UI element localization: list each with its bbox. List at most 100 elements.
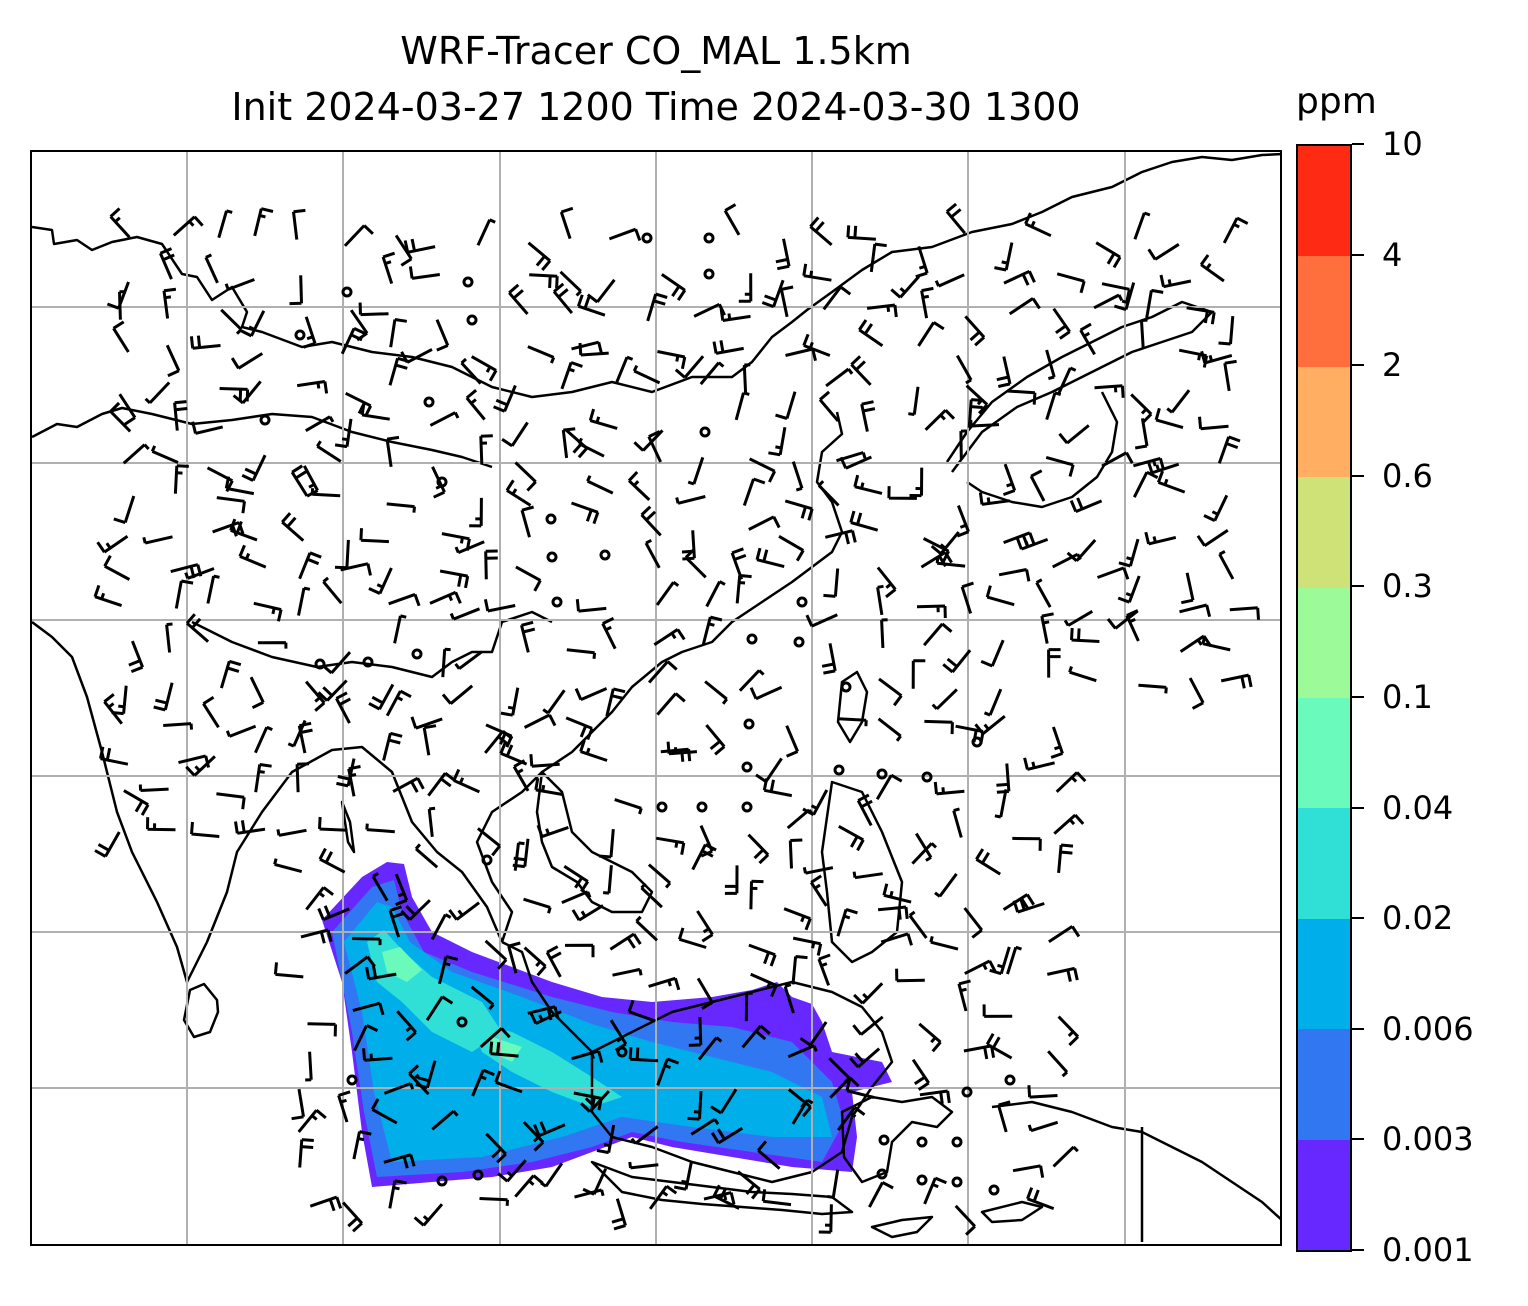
- wind-barb: [985, 1033, 1013, 1060]
- wind-barb: [94, 831, 121, 858]
- wind-barb: [701, 615, 723, 645]
- wind-barb: [1200, 350, 1233, 365]
- wind-barb: [191, 421, 224, 435]
- wind-barb: [1052, 552, 1082, 569]
- wind-barb: [852, 1015, 884, 1036]
- wind-barb: [635, 915, 659, 942]
- wind-barb: [1220, 673, 1253, 689]
- wind-barb: [229, 518, 258, 542]
- wind-barb: [219, 659, 242, 689]
- wind-barb: [249, 676, 265, 710]
- wind-barb: [755, 547, 785, 569]
- wind-barb: [1095, 241, 1122, 269]
- wind-barb: [470, 985, 495, 1011]
- wind-barb: [470, 355, 498, 382]
- wind-barb: [360, 402, 390, 421]
- wind-barb: [960, 581, 974, 614]
- wind-barb: [352, 937, 382, 946]
- calm-marker: [971, 736, 983, 748]
- wind-barb: [230, 352, 264, 370]
- calm-marker: [436, 1175, 448, 1187]
- coastline-java: [590, 1160, 854, 1216]
- wind-barb: [785, 725, 799, 758]
- colorbar-tick: [1352, 364, 1364, 367]
- wind-barb: [381, 251, 396, 285]
- wind-barb: [687, 1091, 703, 1121]
- wind-barb: [522, 1120, 545, 1152]
- wind-barb: [290, 464, 309, 497]
- wind-barb: [687, 456, 705, 486]
- wind-barb: [93, 584, 123, 608]
- calm-marker: [961, 1086, 973, 1098]
- coastline-india: [32, 621, 504, 984]
- wind-barb: [878, 677, 903, 707]
- wind-barb: [485, 1132, 507, 1164]
- wind-barb: [1094, 384, 1125, 398]
- wind-barb: [410, 716, 443, 730]
- wind-barb: [887, 486, 917, 500]
- wind-barb: [744, 991, 753, 1022]
- wind-barb: [336, 758, 356, 788]
- wind-barb: [1144, 531, 1177, 546]
- wind-barb: [1052, 1145, 1079, 1168]
- wind-barb: [389, 318, 408, 348]
- wind-barb: [335, 691, 352, 724]
- wind-barb: [858, 319, 884, 347]
- wind-barb: [656, 692, 686, 716]
- wind-barb: [173, 464, 189, 494]
- calm-marker: [741, 761, 753, 773]
- wind-barb: [1045, 391, 1062, 421]
- wind-barb: [165, 622, 173, 653]
- coastline-taiwan: [836, 670, 869, 744]
- coastline-north: [32, 152, 1280, 399]
- wind-barb: [220, 308, 243, 335]
- wind-barb: [1056, 272, 1086, 294]
- wind-barb: [1023, 757, 1055, 771]
- wind-barb: [202, 695, 220, 729]
- coastline-timor: [980, 1200, 1044, 1224]
- wind-barb: [1070, 627, 1100, 643]
- wind-barb: [435, 319, 450, 352]
- wind-barb: [394, 234, 413, 267]
- wind-barb: [172, 215, 204, 237]
- wind-barb: [818, 390, 840, 422]
- tracer-plume: [322, 862, 892, 1187]
- wind-barb: [1045, 455, 1075, 477]
- wind-barb: [471, 1068, 495, 1097]
- wind-barb: [483, 598, 516, 613]
- wind-barb: [173, 400, 188, 431]
- wind-barb: [295, 762, 310, 793]
- calm-marker: [916, 1174, 928, 1186]
- wind-barb: [523, 897, 552, 914]
- coastlines: [32, 152, 1280, 1242]
- wind-barb: [1106, 609, 1139, 630]
- wind-barb: [1096, 566, 1130, 580]
- wind-barb: [712, 1184, 740, 1210]
- wind-barb: [784, 499, 814, 521]
- wind-barb: [1218, 315, 1235, 346]
- wind-barb: [322, 576, 343, 605]
- wind-barb: [1130, 393, 1153, 424]
- wind-barb: [1134, 418, 1149, 450]
- wind-barb: [232, 380, 262, 405]
- wind-barb: [514, 461, 537, 492]
- wind-barb: [1027, 1085, 1058, 1099]
- wind-barb: [341, 1201, 364, 1233]
- colorbar-tick-label: 0.1: [1382, 678, 1433, 716]
- wind-barb: [930, 531, 960, 555]
- calm-marker: [703, 232, 715, 244]
- wind-barb: [719, 308, 751, 322]
- calm-marker: [743, 718, 755, 730]
- wind-barb: [647, 863, 672, 889]
- wind-barb: [394, 873, 409, 906]
- wind-barb: [571, 340, 604, 355]
- wind-barb: [978, 492, 1010, 506]
- coastline-korea: [966, 391, 1119, 509]
- colorbar-tick: [1352, 585, 1364, 588]
- wind-barb: [564, 428, 588, 459]
- wind-barb: [1222, 216, 1249, 244]
- wind-barb: [1218, 550, 1235, 580]
- wind-barb: [216, 496, 246, 514]
- colorbar-segment: [1298, 477, 1350, 588]
- wind-barb: [317, 679, 348, 702]
